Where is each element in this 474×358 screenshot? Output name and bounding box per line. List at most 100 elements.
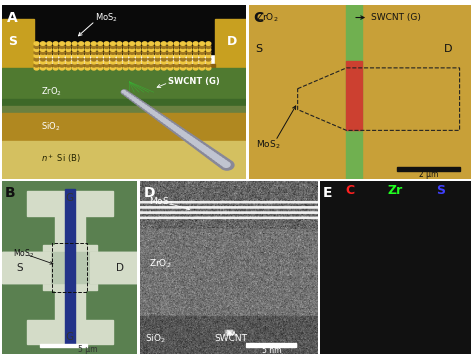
Circle shape [85, 61, 90, 64]
Bar [55, 212, 85, 250]
Circle shape [181, 67, 185, 70]
Circle shape [98, 63, 103, 67]
Circle shape [206, 67, 211, 70]
Circle shape [40, 67, 46, 70]
Circle shape [121, 90, 128, 95]
Circle shape [202, 147, 215, 156]
Circle shape [206, 48, 211, 52]
Circle shape [136, 54, 141, 58]
Circle shape [167, 122, 177, 129]
Circle shape [110, 51, 115, 54]
Circle shape [123, 54, 128, 58]
Bar [2, 252, 56, 283]
Circle shape [129, 63, 135, 67]
Circle shape [117, 63, 122, 67]
Circle shape [174, 51, 179, 54]
Circle shape [79, 58, 83, 61]
Circle shape [53, 61, 58, 64]
Bar [83, 252, 137, 283]
Circle shape [135, 100, 139, 102]
Circle shape [47, 42, 52, 45]
Circle shape [47, 63, 52, 67]
Circle shape [136, 63, 141, 67]
Circle shape [184, 134, 190, 139]
Circle shape [142, 104, 149, 110]
Circle shape [53, 67, 58, 70]
Bar [2, 5, 246, 54]
Circle shape [191, 140, 198, 144]
Circle shape [98, 51, 103, 54]
Circle shape [174, 61, 179, 64]
Circle shape [53, 58, 58, 61]
Circle shape [34, 61, 39, 64]
Circle shape [104, 42, 109, 45]
Circle shape [53, 42, 58, 45]
Circle shape [85, 42, 90, 45]
Circle shape [129, 67, 135, 70]
Circle shape [66, 67, 71, 70]
Circle shape [104, 58, 109, 61]
Circle shape [136, 45, 141, 48]
Circle shape [129, 51, 135, 54]
Circle shape [174, 58, 179, 61]
Circle shape [197, 144, 210, 153]
Circle shape [47, 67, 52, 70]
Circle shape [168, 51, 173, 54]
Circle shape [155, 42, 160, 45]
Text: A: A [7, 11, 18, 25]
Circle shape [139, 102, 146, 108]
Circle shape [187, 58, 191, 61]
Circle shape [110, 45, 115, 48]
Circle shape [187, 42, 191, 45]
Circle shape [168, 124, 174, 127]
Bar [90, 252, 137, 283]
Circle shape [40, 63, 46, 67]
Circle shape [187, 61, 191, 64]
Bar [346, 5, 362, 179]
Circle shape [47, 54, 52, 58]
Circle shape [199, 145, 206, 150]
Circle shape [123, 45, 128, 48]
Circle shape [91, 51, 96, 54]
Circle shape [200, 67, 204, 70]
Text: MoS$_2$: MoS$_2$ [149, 195, 173, 208]
Circle shape [110, 67, 115, 70]
Circle shape [104, 67, 109, 70]
Circle shape [129, 54, 135, 58]
Circle shape [136, 48, 141, 52]
Circle shape [123, 48, 128, 52]
Circle shape [34, 63, 39, 67]
Circle shape [110, 54, 115, 58]
Circle shape [110, 48, 115, 52]
Circle shape [168, 58, 173, 61]
Circle shape [142, 54, 147, 58]
Circle shape [222, 162, 230, 167]
Text: G: G [66, 193, 74, 203]
Circle shape [155, 61, 160, 64]
Circle shape [123, 63, 128, 67]
Text: C: C [346, 184, 355, 197]
Circle shape [204, 149, 211, 154]
Circle shape [134, 99, 141, 104]
Bar [43, 280, 97, 290]
Circle shape [161, 42, 166, 45]
Circle shape [130, 96, 134, 99]
Bar [52, 243, 88, 292]
Circle shape [172, 126, 182, 133]
Circle shape [142, 42, 147, 45]
Circle shape [179, 131, 184, 135]
Text: S: S [436, 184, 445, 197]
Circle shape [79, 61, 83, 64]
Circle shape [98, 58, 103, 61]
Text: D: D [143, 186, 155, 200]
Circle shape [149, 63, 154, 67]
Circle shape [149, 42, 154, 45]
Circle shape [47, 45, 52, 48]
Circle shape [220, 160, 234, 170]
Circle shape [85, 48, 90, 52]
Text: S: S [17, 263, 23, 272]
Circle shape [34, 58, 39, 61]
Circle shape [181, 42, 185, 45]
Circle shape [132, 98, 136, 101]
Circle shape [136, 58, 141, 61]
